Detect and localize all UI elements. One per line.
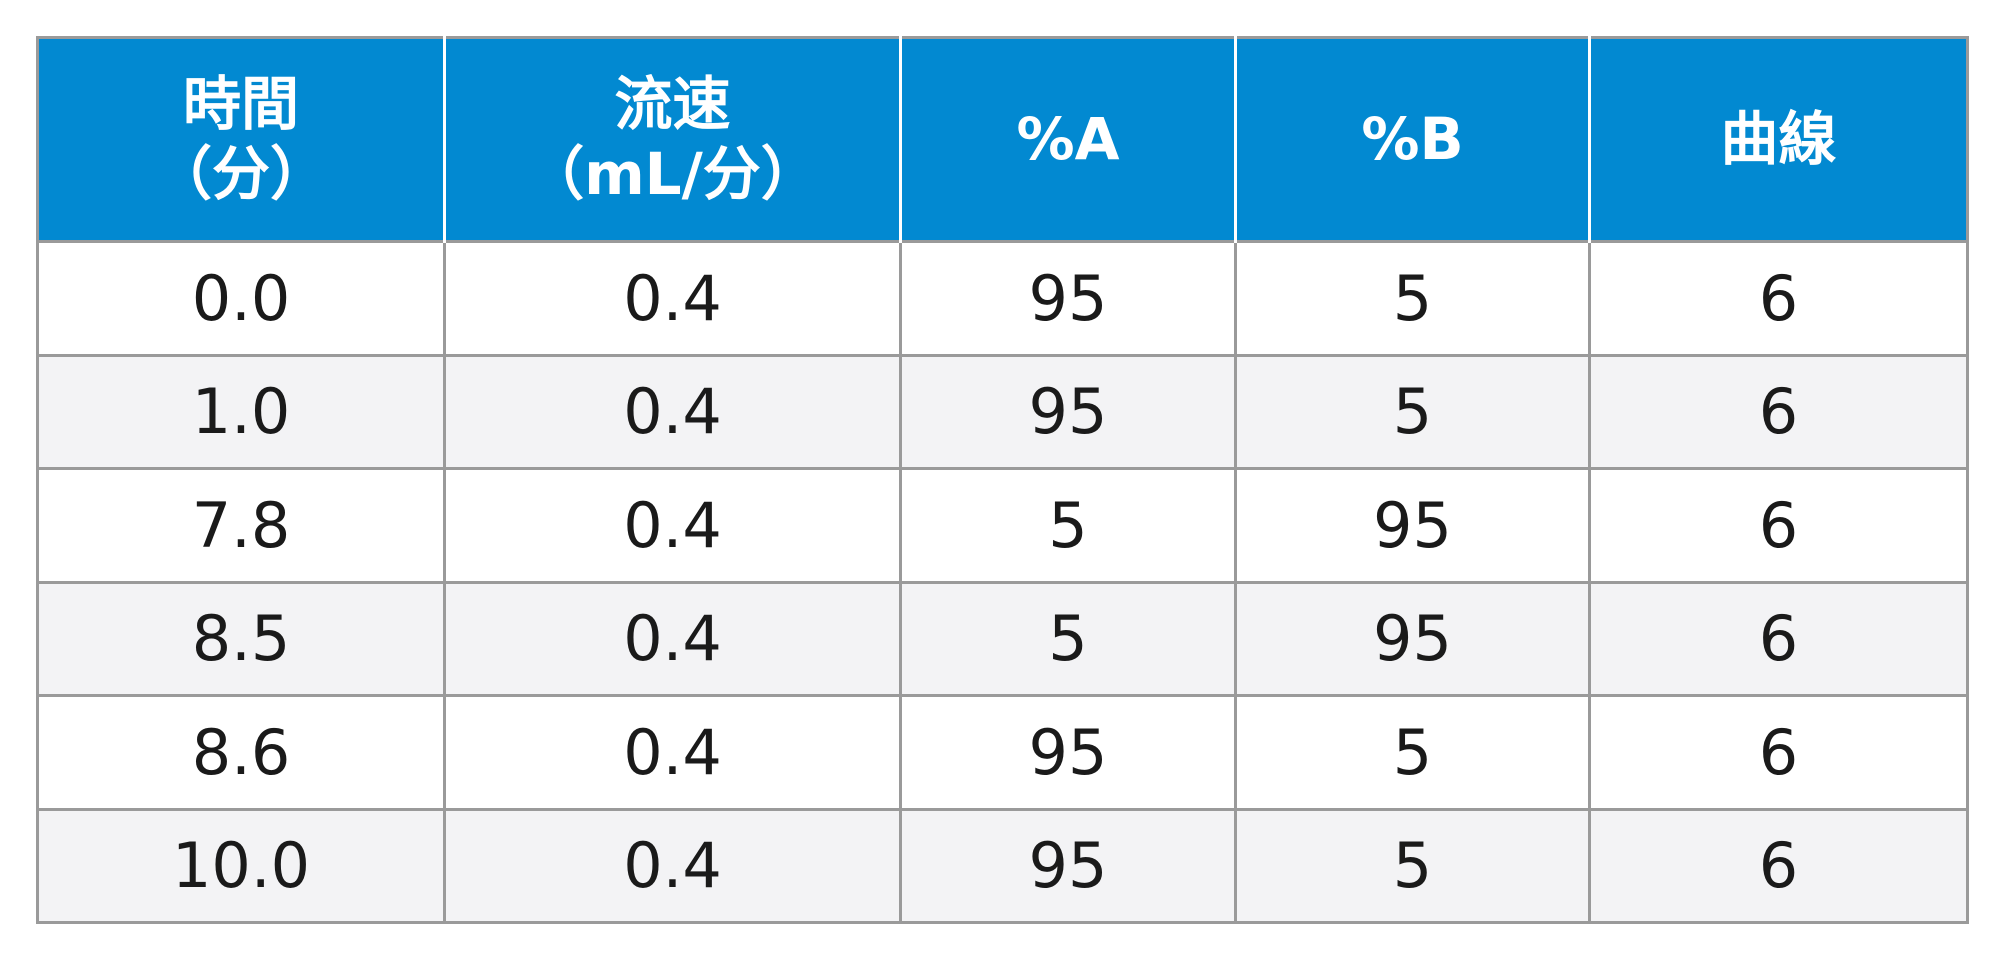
cell-percent-b: 5 bbox=[1234, 353, 1591, 470]
header-row: 時間 （分） 流速 （mL/分） %A %B 曲線 bbox=[37, 37, 1968, 242]
table-row: 8.5 0.4 5 95 6 bbox=[36, 580, 1969, 697]
header-percent-a: %A bbox=[899, 37, 1237, 242]
cell-flow-rate: 0.4 bbox=[443, 694, 902, 811]
header-flow-rate-label: 流速 bbox=[614, 69, 731, 138]
cell-flow-rate: 0.4 bbox=[443, 240, 902, 357]
cell-time: 8.6 bbox=[36, 694, 446, 811]
table-row: 0.0 0.4 95 5 6 bbox=[36, 240, 1969, 357]
cell-flow-rate: 0.4 bbox=[443, 467, 902, 584]
cell-percent-b: 95 bbox=[1234, 467, 1591, 584]
header-curve-label: 曲線 bbox=[1720, 104, 1837, 173]
cell-percent-a: 5 bbox=[899, 467, 1237, 584]
cell-time: 0.0 bbox=[36, 240, 446, 357]
cell-percent-b: 5 bbox=[1234, 694, 1591, 811]
cell-flow-rate: 0.4 bbox=[443, 353, 902, 470]
cell-time: 7.8 bbox=[36, 467, 446, 584]
cell-percent-b: 5 bbox=[1234, 807, 1591, 924]
gradient-table-container: 時間 （分） 流速 （mL/分） %A %B 曲線 0 bbox=[36, 36, 1969, 924]
cell-percent-a: 95 bbox=[899, 807, 1237, 924]
cell-time: 8.5 bbox=[36, 580, 446, 697]
cell-curve: 6 bbox=[1588, 467, 1969, 584]
header-percent-a-label: %A bbox=[1016, 104, 1120, 173]
cell-percent-b: 5 bbox=[1234, 240, 1591, 357]
header-time: 時間 （分） bbox=[37, 37, 446, 242]
header-flow-rate-unit: （mL/分） bbox=[526, 139, 819, 208]
header-percent-b-label: %B bbox=[1361, 104, 1464, 173]
header-time-unit: （分） bbox=[153, 139, 328, 208]
cell-curve: 6 bbox=[1588, 807, 1969, 924]
cell-curve: 6 bbox=[1588, 353, 1969, 470]
cell-flow-rate: 0.4 bbox=[443, 807, 902, 924]
table-row: 1.0 0.4 95 5 6 bbox=[36, 353, 1969, 470]
cell-time: 1.0 bbox=[36, 353, 446, 470]
table-row: 10.0 0.4 95 5 6 bbox=[36, 807, 1969, 924]
table-row: 8.6 0.4 95 5 6 bbox=[36, 694, 1969, 811]
cell-time: 10.0 bbox=[36, 807, 446, 924]
cell-percent-b: 95 bbox=[1234, 580, 1591, 697]
cell-percent-a: 95 bbox=[899, 694, 1237, 811]
cell-curve: 6 bbox=[1588, 580, 1969, 697]
cell-flow-rate: 0.4 bbox=[443, 580, 902, 697]
header-curve: 曲線 bbox=[1588, 37, 1968, 242]
header-flow-rate: 流速 （mL/分） bbox=[443, 37, 902, 242]
cell-percent-a: 95 bbox=[899, 353, 1237, 470]
header-percent-b: %B bbox=[1234, 37, 1591, 242]
cell-curve: 6 bbox=[1588, 240, 1969, 357]
header-time-label: 時間 bbox=[182, 69, 299, 138]
cell-percent-a: 95 bbox=[899, 240, 1237, 357]
cell-percent-a: 5 bbox=[899, 580, 1237, 697]
table-row: 7.8 0.4 5 95 6 bbox=[36, 467, 1969, 584]
gradient-table: 時間 （分） 流速 （mL/分） %A %B 曲線 0 bbox=[36, 36, 1969, 924]
cell-curve: 6 bbox=[1588, 694, 1969, 811]
